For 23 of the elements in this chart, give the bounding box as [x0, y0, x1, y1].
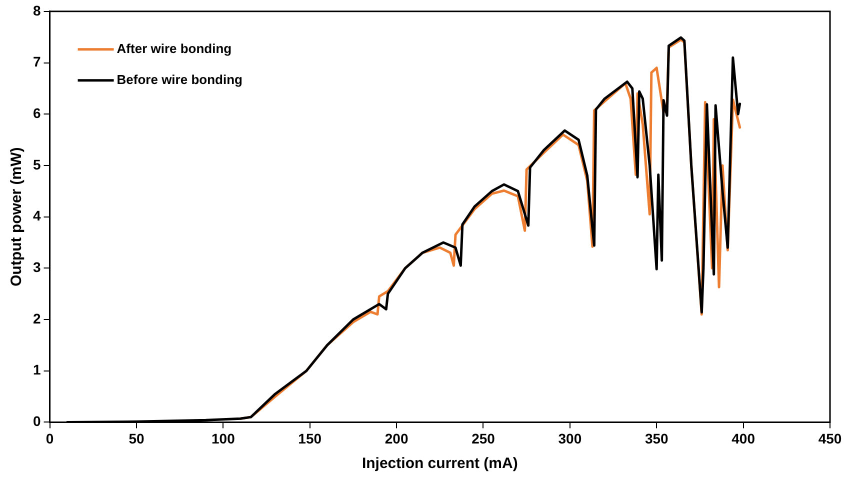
x-tick-label: 150: [298, 430, 322, 446]
legend-label: Before wire bonding: [116, 72, 243, 87]
x-tick-label: 450: [818, 430, 842, 446]
y-tick-label: 8: [32, 2, 41, 18]
x-tick-label: 250: [472, 430, 496, 446]
legend-label: After wire bonding: [116, 40, 232, 56]
y-tick-label: 3: [32, 259, 41, 276]
y-tick-label: 2: [32, 310, 41, 326]
x-tick-label: 300: [558, 430, 582, 446]
x-tick-label: 400: [732, 430, 756, 446]
y-axis-title: Output power (mW): [8, 147, 26, 286]
y-tick-label: 7: [32, 54, 41, 70]
x-tick-label: 50: [128, 430, 144, 446]
y-tick-label: 4: [32, 208, 41, 224]
x-axis-title: Injection current (mA): [362, 455, 518, 472]
y-tick-label: 6: [32, 104, 41, 121]
y-tick-label: 1: [32, 362, 41, 378]
x-tick-label: 100: [211, 430, 236, 446]
x-tick-label: 200: [384, 430, 408, 446]
x-tick-label: 350: [644, 430, 669, 446]
y-tick-label: 0: [32, 413, 41, 430]
x-tick-label: 0: [46, 430, 54, 446]
y-tick-label: 5: [32, 156, 41, 172]
